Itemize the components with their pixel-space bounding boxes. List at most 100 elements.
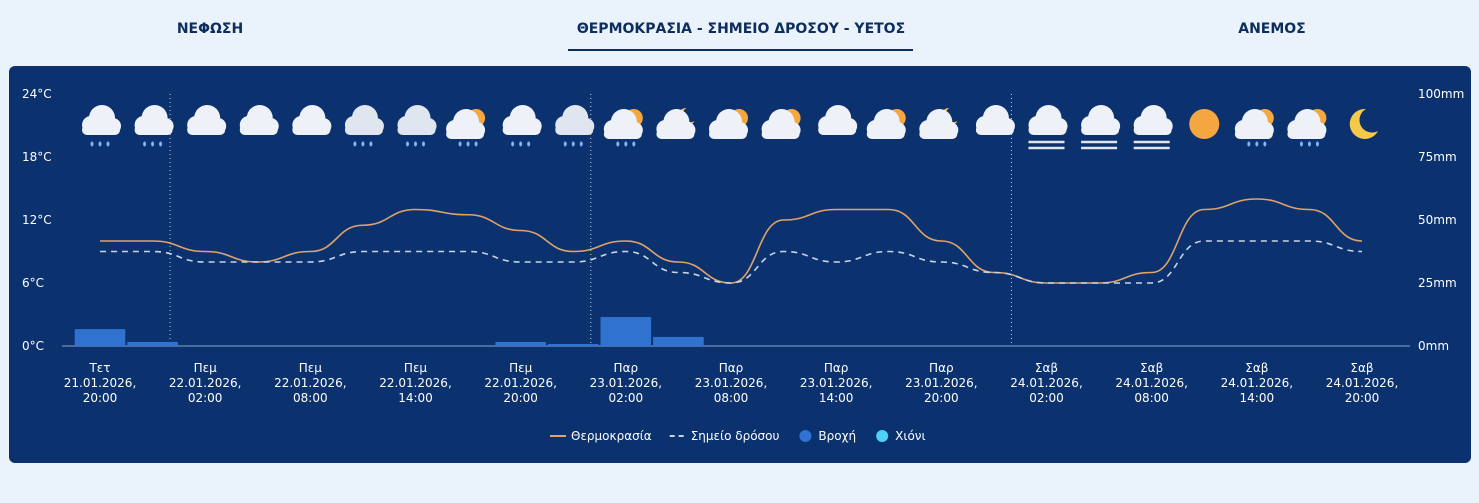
line-series [100, 240, 1363, 284]
legend-symbol [876, 430, 889, 442]
icon-part [369, 141, 373, 147]
icon-part [422, 141, 425, 147]
icon-part [406, 141, 409, 147]
icon-part [1247, 141, 1251, 147]
weather-icon [919, 107, 959, 139]
icon-part [151, 141, 155, 147]
icon-part [414, 141, 417, 147]
x-tick-label: Σαβ 24.01.2026, 20:00 [1326, 361, 1399, 405]
y-tick-label: 6°C [22, 276, 44, 290]
x-tick-label: Παρ 23.01.2026, 14:00 [800, 361, 873, 405]
precip-bar [127, 341, 178, 346]
precip-bar [653, 336, 704, 346]
y-tick-label: 24°C [22, 87, 52, 101]
tab-active[interactable]: ΘΕΡΜΟΚΡΑΣΙΑ - ΣΗΜΕΙΟ ΔΡΟΣΟΥ - ΥΕΤΟΣ [577, 21, 905, 37]
icon-part [579, 141, 583, 147]
icon-part [344, 125, 383, 135]
icon-part [1189, 109, 1220, 139]
x-tick-label: Σαβ 24.01.2026, 08:00 [1115, 361, 1188, 405]
precip-bar [547, 343, 599, 346]
line-series [100, 198, 1363, 284]
weather-icon [344, 105, 384, 147]
weather-icon [866, 109, 906, 139]
icon-part [90, 141, 94, 147]
icon-part [239, 125, 278, 135]
legend-label[interactable]: Θερμοκρασία [571, 429, 652, 443]
weather-icon [397, 105, 437, 147]
icon-part [361, 141, 365, 147]
icon-part [98, 141, 102, 147]
legend-label[interactable]: Σημείο δρόσου [691, 429, 780, 443]
weather-icon [187, 105, 227, 135]
x-tick-label: Πεμ 22.01.2026, 14:00 [379, 361, 452, 405]
icon-part [571, 141, 575, 147]
icon-part [1287, 129, 1326, 139]
y-tick-label: 0°C [22, 339, 44, 353]
y2-tick-label: 75mm [1418, 150, 1457, 164]
weather-icon [446, 109, 486, 147]
icon-part [106, 141, 110, 147]
weather-icon [656, 107, 696, 139]
icon-part [143, 141, 147, 147]
icon-part [187, 125, 226, 135]
x-tick-label: Σαβ 24.01.2026, 02:00 [1010, 361, 1083, 405]
x-tick-label: Παρ 23.01.2026, 02:00 [590, 361, 663, 405]
x-tick-label: Πεμ 22.01.2026, 02:00 [169, 361, 242, 405]
icon-part [397, 125, 436, 135]
weather-icon [1081, 105, 1121, 150]
icon-part [975, 125, 1014, 135]
icon-part [458, 141, 462, 147]
weather-icon [1189, 109, 1220, 139]
weather-icon [975, 105, 1015, 135]
weather-icon [603, 109, 643, 147]
weather-icon [292, 105, 332, 135]
weather-icon [1234, 109, 1274, 147]
icon-part [159, 141, 163, 147]
icon-part [919, 129, 958, 139]
legend-label[interactable]: Βροχή [818, 429, 856, 443]
icon-part [446, 129, 485, 139]
weather-icon [555, 105, 595, 147]
weather-icon [709, 109, 748, 139]
icon-part [292, 125, 331, 135]
icon-part [353, 141, 357, 147]
weather-icon [761, 109, 801, 139]
icon-part [632, 141, 636, 147]
icon-part [603, 129, 642, 139]
icon-part [1255, 141, 1259, 147]
icon-part [709, 129, 747, 139]
weather-icon [1287, 109, 1327, 147]
x-tick-label: Τετ 21.01.2026, 20:00 [64, 361, 137, 405]
icon-part [1349, 108, 1378, 139]
legend-symbol [799, 430, 812, 442]
y-tick-label: 12°C [22, 213, 52, 227]
x-tick-label: Σαβ 24.01.2026, 14:00 [1221, 361, 1294, 405]
icon-part [474, 141, 478, 147]
precip-bar [600, 317, 652, 346]
y-tick-label: 18°C [22, 150, 52, 164]
x-tick-label: Πεμ 22.01.2026, 20:00 [484, 361, 557, 405]
icon-part [624, 141, 628, 147]
weather-icon [134, 105, 174, 147]
icon-part [134, 125, 173, 135]
y2-tick-label: 0mm [1418, 339, 1449, 353]
weather-icon [82, 105, 121, 147]
tab[interactable]: ΝΕΦΩΣΗ [177, 21, 243, 37]
icon-part [502, 125, 541, 135]
x-tick-label: Παρ 23.01.2026, 08:00 [695, 361, 768, 405]
weather-icon [239, 105, 279, 135]
icon-part [866, 129, 905, 139]
y2-tick-label: 25mm [1418, 276, 1457, 290]
icon-part [761, 129, 800, 139]
weather-icon [502, 105, 542, 147]
icon-part [82, 125, 120, 135]
tab[interactable]: ΑΝΕΜΟΣ [1238, 21, 1306, 37]
icon-part [1081, 125, 1120, 135]
icon-part [563, 141, 567, 147]
precip-bar [495, 341, 546, 346]
precip-bar [74, 329, 126, 346]
icon-part [616, 141, 620, 147]
legend-label[interactable]: Χιόνι [895, 429, 925, 443]
weather-icon [1028, 105, 1068, 150]
